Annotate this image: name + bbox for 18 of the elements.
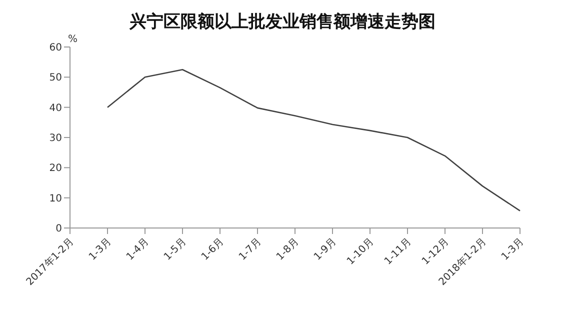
y-tick-label: 40 [49,102,62,114]
x-tick-label: 1-9月 [312,236,339,263]
x-tick-label: 1-5月 [162,236,189,263]
y-axis-title: % [68,34,78,45]
y-tick-label: 20 [49,163,62,174]
y-tick-label: 60 [49,42,62,54]
x-tick-label: 1-7月 [237,236,264,263]
line-series [106,68,521,212]
x-tick-label: 1-3月 [500,236,526,263]
y-tick-label: 0 [56,224,62,235]
x-tick-label: 1-6月 [200,236,226,263]
x-tick-label: 1-8月 [274,236,302,263]
y-tick-label: 30 [49,133,62,144]
y-tick-label: 50 [49,72,62,84]
x-tick-label: 1-3月 [87,236,114,263]
chart-title: 兴宁区限额以上批发业销售额增速走势图 [128,11,436,33]
y-tick-label: 10 [49,193,62,204]
x-tick-label: 1-4月 [124,236,152,263]
